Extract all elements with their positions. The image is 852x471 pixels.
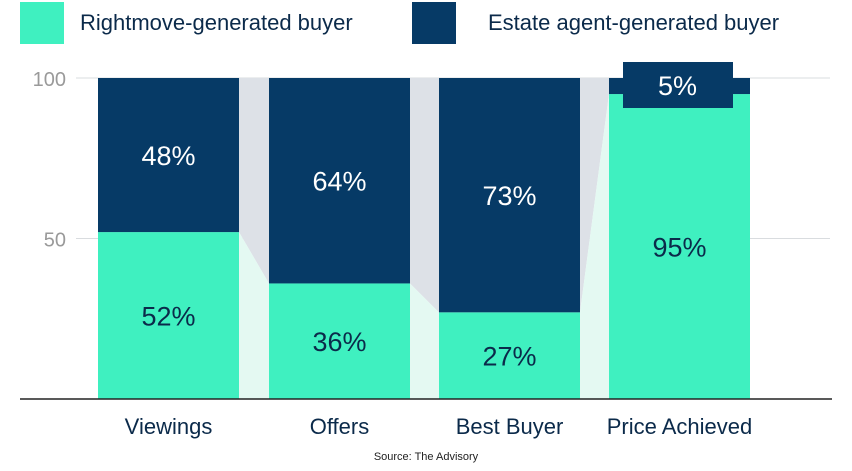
bar-estate-agent xyxy=(269,78,410,284)
bar-rightmove xyxy=(439,312,580,399)
bar-rightmove xyxy=(269,283,410,399)
bar-estate-agent xyxy=(98,78,239,233)
data-label-estate-agent: 64% xyxy=(312,167,366,197)
x-tick-label: Viewings xyxy=(125,414,213,439)
legend-label-estate-agent: Estate agent-generated buyer xyxy=(488,10,780,35)
data-label-rightmove: 27% xyxy=(482,342,536,372)
source-note: Source: The Advisory xyxy=(373,451,479,463)
data-label-estate-agent: 73% xyxy=(482,181,536,211)
connector-upper xyxy=(580,78,609,313)
data-label-rightmove: 36% xyxy=(312,327,366,357)
legend-swatch-rightmove xyxy=(20,2,64,44)
data-label-rightmove: 52% xyxy=(141,302,195,332)
y-tick-label: 50 xyxy=(44,230,66,252)
x-tick-label: Offers xyxy=(310,414,370,439)
legend-swatch-estate-agent xyxy=(412,2,456,44)
bar-estate-agent xyxy=(439,78,580,313)
y-tick-label: 100 xyxy=(33,69,66,91)
data-label-box-estate-agent xyxy=(623,62,733,108)
bar-rightmove xyxy=(98,232,239,399)
connector-lower xyxy=(580,94,609,400)
legend: Rightmove-generated buyer Estate agent-g… xyxy=(0,0,852,50)
connector-upper xyxy=(410,78,439,313)
connector-lower xyxy=(410,283,439,399)
legend-label-rightmove: Rightmove-generated buyer xyxy=(80,10,353,35)
connector-upper xyxy=(239,78,269,284)
data-label-estate-agent: 5% xyxy=(658,71,697,101)
data-label-estate-agent: 48% xyxy=(141,141,195,171)
data-label-rightmove: 95% xyxy=(652,233,706,263)
legend-item-rightmove: Rightmove-generated buyer xyxy=(20,2,353,44)
x-tick-label: Price Achieved xyxy=(607,414,753,439)
connector-lower xyxy=(239,232,269,399)
bar-rightmove xyxy=(609,94,750,400)
x-tick-label: Best Buyer xyxy=(456,414,564,439)
legend-item-estate-agent: Estate agent-generated buyer xyxy=(412,2,779,44)
